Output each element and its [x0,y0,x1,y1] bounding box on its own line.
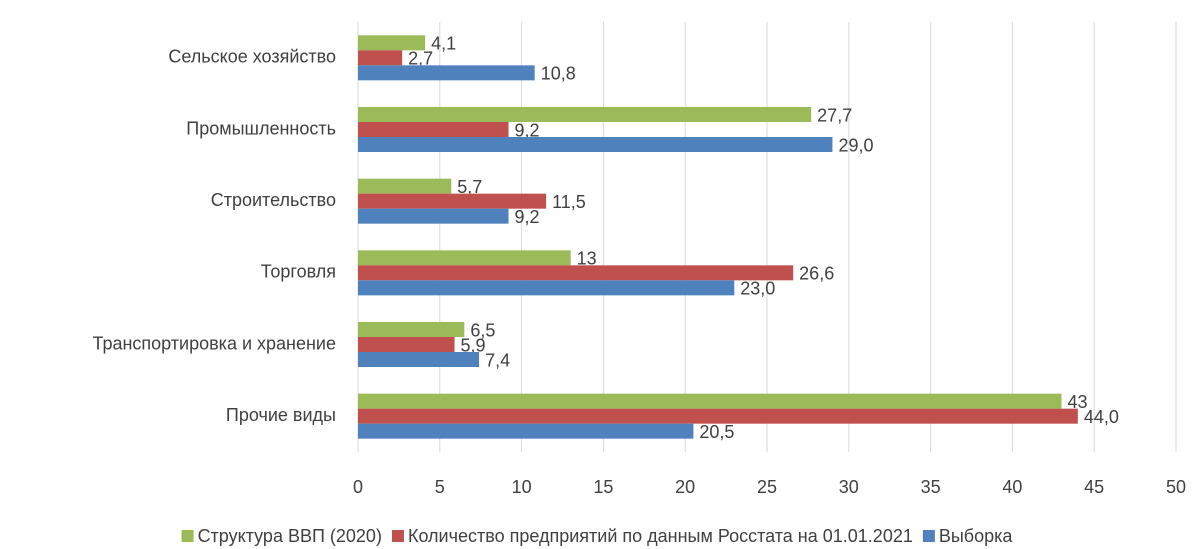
data-label: 4,1 [431,34,456,54]
bar [358,122,509,137]
y-tick-label: Прочие виды [226,405,336,425]
x-tick-label: 10 [512,477,532,497]
data-label: 2,7 [408,49,433,69]
bar [358,193,547,209]
y-tick-label: Промышленность [186,118,336,138]
x-tick-label: 45 [1084,477,1104,497]
bar [358,322,465,337]
bar [358,208,509,224]
bar [358,137,833,152]
data-label: 23,0 [740,279,775,299]
data-label: 9,2 [515,207,540,227]
bar [358,50,403,66]
legend-label: Структура ВВП (2020) [198,526,382,546]
bar [358,265,794,281]
legend-label: Выборка [939,526,1014,546]
data-label: 20,5 [699,422,734,442]
data-label: 10,8 [541,64,576,84]
y-tick-label: Транспортировка и хранение [92,333,336,353]
data-label: 5,7 [457,177,482,197]
bar [358,352,480,367]
x-tick-label: 25 [757,477,777,497]
data-label: 29,0 [838,135,873,155]
legend-swatch [391,530,404,542]
data-label: 27,7 [817,105,852,125]
data-label: 11,5 [552,192,586,212]
bar [358,250,571,266]
legend-label: Количество предприятий по данным Росстат… [408,526,913,546]
x-tick-label: 30 [839,477,859,497]
x-tick-label: 5 [435,477,445,497]
legend-swatch [922,530,935,542]
x-tick-label: 0 [353,477,363,497]
x-tick-label: 15 [593,477,613,497]
bar [358,408,1078,424]
legend-swatch [181,530,194,542]
data-label: 26,6 [799,264,834,284]
data-label: 9,2 [515,120,540,140]
bar [358,337,455,352]
data-label: 43 [1067,392,1087,412]
bar [358,393,1062,409]
y-tick-label: Строительство [211,190,336,210]
data-label: 5,9 [461,335,486,355]
bar [358,107,812,122]
y-tick-label: Сельское хозяйство [168,47,336,67]
bar [358,423,694,439]
x-tick-label: 50 [1166,477,1186,497]
bar [358,280,735,296]
x-tick-label: 20 [675,477,695,497]
data-label: 13 [577,249,597,269]
bar [358,178,452,194]
x-tick-label: 40 [1002,477,1022,497]
bar [358,65,535,81]
data-label: 7,4 [485,350,510,370]
data-label: 6,5 [470,320,495,340]
y-tick-label: Торговля [261,262,336,282]
data-label: 44,0 [1084,407,1119,427]
bar [358,35,426,51]
x-tick-label: 35 [921,477,941,497]
